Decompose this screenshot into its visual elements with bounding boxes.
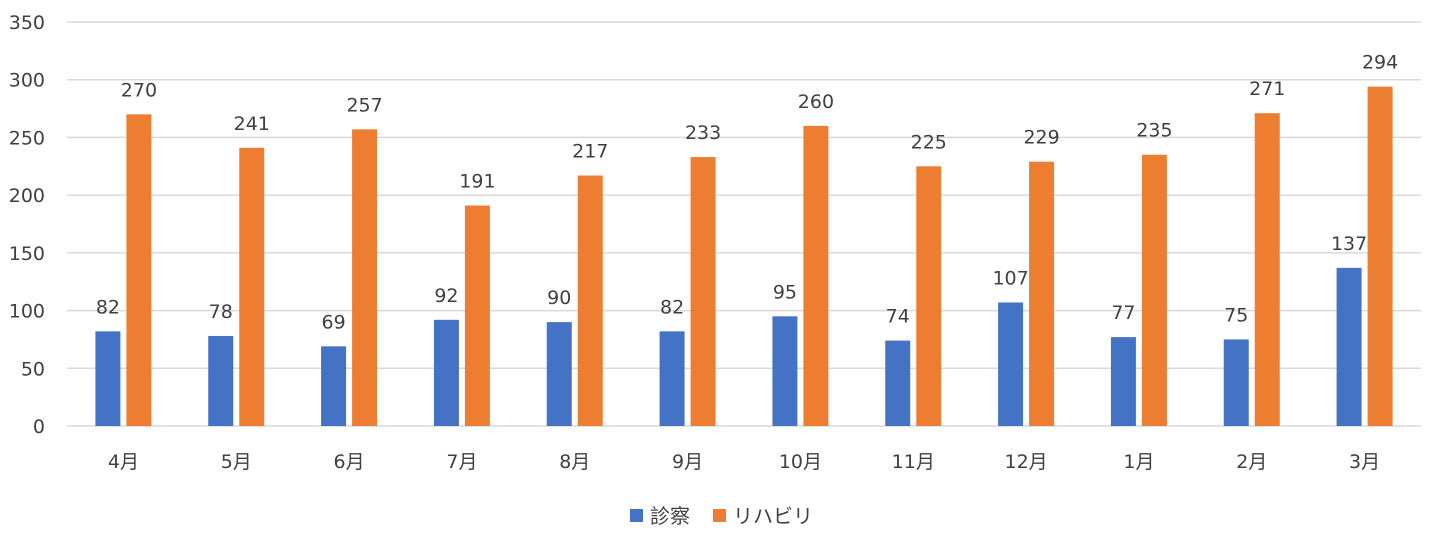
y-tick-label: 0 bbox=[33, 416, 45, 438]
data-label: 90 bbox=[547, 287, 571, 309]
x-axis-categories: 4月 5月 6月 7月 8月 9月 10月 11月 12月 1月 2月 3月 bbox=[108, 451, 1380, 473]
bar-rehabili-4 bbox=[464, 205, 490, 426]
data-label: 77 bbox=[1111, 302, 1135, 324]
data-label: 260 bbox=[798, 91, 834, 113]
legend-swatch bbox=[630, 509, 643, 522]
x-category-label: 4月 bbox=[108, 451, 139, 473]
bar-shinsatsu-12 bbox=[1336, 267, 1362, 426]
bar-shinsatsu-5 bbox=[546, 322, 572, 426]
data-label: 92 bbox=[434, 285, 458, 307]
x-category-label: 11月 bbox=[892, 451, 935, 473]
data-label: 69 bbox=[321, 311, 345, 333]
data-label: 78 bbox=[209, 301, 233, 323]
legend-label: リハビリ bbox=[733, 504, 813, 528]
bar-shinsatsu-2 bbox=[208, 335, 234, 426]
y-tick-label: 300 bbox=[9, 70, 45, 92]
y-tick-label: 100 bbox=[9, 301, 45, 323]
bar-rehabili-9 bbox=[1029, 161, 1055, 426]
bar-shinsatsu-9 bbox=[998, 302, 1024, 426]
data-label: 191 bbox=[459, 171, 495, 193]
data-label: 233 bbox=[685, 122, 721, 144]
x-category-label: 7月 bbox=[446, 451, 477, 473]
gridlines bbox=[67, 21, 1421, 427]
x-category-label: 5月 bbox=[221, 451, 252, 473]
data-label: 225 bbox=[911, 131, 947, 153]
legend-label: 診察 bbox=[650, 504, 690, 528]
bar-rehabili-6 bbox=[690, 157, 716, 426]
x-category-label: 12月 bbox=[1004, 451, 1047, 473]
data-label: 294 bbox=[1362, 52, 1398, 74]
data-label: 235 bbox=[1136, 120, 1172, 142]
bar-shinsatsu-4 bbox=[433, 319, 459, 426]
data-label: 82 bbox=[660, 296, 684, 318]
y-axis-ticks: 0 50 100 150 200 250 300 350 bbox=[9, 12, 45, 438]
bar-shinsatsu-1 bbox=[95, 331, 121, 426]
bar-rehabili-11 bbox=[1254, 113, 1280, 426]
y-tick-label: 350 bbox=[9, 12, 45, 34]
bar-shinsatsu-10 bbox=[1110, 337, 1136, 426]
x-category-label: 2月 bbox=[1236, 451, 1267, 473]
data-label: 75 bbox=[1224, 304, 1248, 326]
x-category-label: 10月 bbox=[779, 451, 822, 473]
data-label: 229 bbox=[1023, 127, 1059, 149]
data-label: 241 bbox=[234, 113, 270, 135]
bar-rehabili-5 bbox=[577, 175, 603, 426]
bar-rehabili-1 bbox=[126, 114, 152, 426]
data-labels: 82 270 78 241 69 257 92 191 90 217 82 233 95 260 74 225… bbox=[96, 52, 1398, 334]
data-label: 270 bbox=[121, 79, 157, 101]
bar-rehabili-2 bbox=[239, 147, 265, 426]
bars bbox=[95, 86, 1393, 427]
bar-shinsatsu-7 bbox=[772, 316, 798, 426]
x-category-label: 3月 bbox=[1349, 451, 1380, 473]
data-label: 271 bbox=[1249, 78, 1285, 100]
data-label: 95 bbox=[773, 281, 797, 303]
data-label: 217 bbox=[572, 141, 608, 163]
y-tick-label: 200 bbox=[9, 185, 45, 207]
bar-rehabili-7 bbox=[803, 125, 829, 426]
x-category-label: 9月 bbox=[672, 451, 703, 473]
x-category-label: 8月 bbox=[559, 451, 590, 473]
y-tick-label: 50 bbox=[21, 358, 45, 380]
data-label: 137 bbox=[1331, 233, 1367, 255]
x-category-label: 1月 bbox=[1123, 451, 1154, 473]
y-tick-label: 250 bbox=[9, 127, 45, 149]
x-category-label: 6月 bbox=[334, 451, 365, 473]
y-tick-label: 150 bbox=[9, 243, 45, 265]
bar-shinsatsu-3 bbox=[321, 346, 347, 426]
data-label: 107 bbox=[992, 267, 1028, 289]
bar-rehabili-8 bbox=[916, 166, 942, 427]
legend-swatch bbox=[713, 509, 726, 522]
bar-shinsatsu-11 bbox=[1223, 339, 1249, 426]
data-label: 74 bbox=[886, 306, 910, 328]
bar-shinsatsu-6 bbox=[659, 331, 685, 426]
data-label: 257 bbox=[346, 94, 382, 116]
bar-rehabili-12 bbox=[1367, 86, 1393, 426]
legend: 診察 リハビリ bbox=[630, 504, 813, 528]
bar-shinsatsu-8 bbox=[885, 340, 911, 426]
bar-rehabili-10 bbox=[1141, 154, 1167, 426]
data-label: 82 bbox=[96, 296, 120, 318]
bar-rehabili-3 bbox=[352, 129, 378, 426]
